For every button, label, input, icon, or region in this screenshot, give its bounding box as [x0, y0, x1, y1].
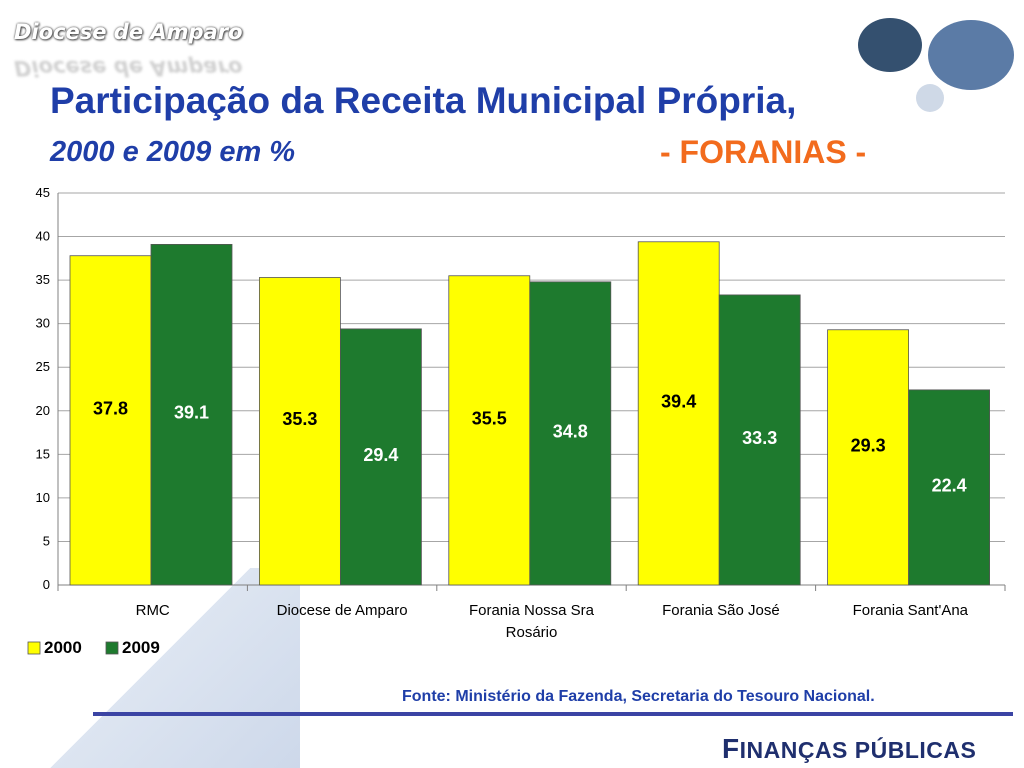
decorative-circle-small	[916, 84, 944, 112]
category-label: RMC	[136, 602, 170, 619]
bar-2009-0	[150, 243, 233, 586]
data-label: 29.3	[851, 435, 886, 455]
data-label: 22.4	[932, 475, 967, 495]
bar-2000-2	[448, 275, 531, 586]
category-label: Forania Nossa Sra	[469, 602, 595, 619]
y-tick-label: 25	[36, 359, 50, 374]
y-tick-label: 40	[36, 229, 50, 244]
y-tick-label: 20	[36, 403, 50, 418]
bar-2000-0	[69, 255, 152, 586]
category-label: Diocese de Amparo	[277, 602, 408, 619]
data-label: 39.1	[174, 403, 209, 423]
y-tick-label: 35	[36, 272, 50, 287]
bar-2009-1	[339, 328, 422, 586]
legend-swatch-2000	[27, 641, 41, 655]
footer-rule	[93, 712, 1013, 716]
slide-title-highlight: - FORANIAS -	[660, 134, 867, 170]
y-tick-label: 10	[36, 490, 50, 505]
slide-title: Participação da Receita Municipal Própri…	[50, 80, 797, 121]
footer-section-rest: INANÇAS PÚBLICAS	[739, 737, 977, 763]
y-tick-label: 0	[43, 577, 50, 592]
data-label: 37.8	[93, 398, 128, 418]
category-label: Forania Sant'Ana	[853, 602, 969, 619]
brand-logo-reflection: Diocese de Amparo	[14, 56, 243, 80]
legend-label-2009: 2009	[122, 638, 160, 657]
bar-2009-3	[718, 294, 801, 586]
data-label: 34.8	[553, 421, 588, 441]
source-note: Fonte: Ministério da Fazenda, Secretaria…	[402, 688, 875, 705]
decorative-circle-dark	[858, 18, 922, 72]
footer-section-initial: F	[722, 733, 740, 764]
bar-chart: 0 5 10 15 20 25 30 35 40 45 37.8 39.1 RMC 35.3 29.4 Dio…	[27, 185, 1006, 657]
bar-2000-4	[827, 329, 909, 586]
bar-2000-1	[258, 277, 341, 586]
data-label: 39.4	[661, 391, 696, 411]
brand-logo-text: Diocese de Amparo	[14, 20, 243, 44]
bar-2009-4	[908, 389, 990, 586]
corner-decoration	[0, 568, 300, 768]
y-tick-label: 30	[36, 316, 50, 331]
data-label: 29.4	[363, 445, 398, 465]
y-tick-label: 5	[43, 533, 50, 548]
category-label: Rosário	[506, 624, 558, 641]
footer-section-title: FINANÇAS PÚBLICAS	[722, 733, 976, 765]
bar-2000-3	[637, 241, 720, 586]
decorative-circle-medium	[928, 20, 1014, 90]
y-tick-label: 45	[36, 185, 50, 200]
data-label: 33.3	[742, 428, 777, 448]
legend-swatch-2009	[105, 641, 119, 655]
slide-subtitle: 2000 e 2009 em %	[50, 136, 296, 168]
bar-2009-2	[529, 281, 612, 586]
legend-label-2000: 2000	[44, 638, 82, 657]
data-label: 35.5	[472, 408, 507, 428]
y-tick-label: 15	[36, 446, 50, 461]
category-label: Forania São José	[662, 602, 780, 619]
data-label: 35.3	[282, 409, 317, 429]
